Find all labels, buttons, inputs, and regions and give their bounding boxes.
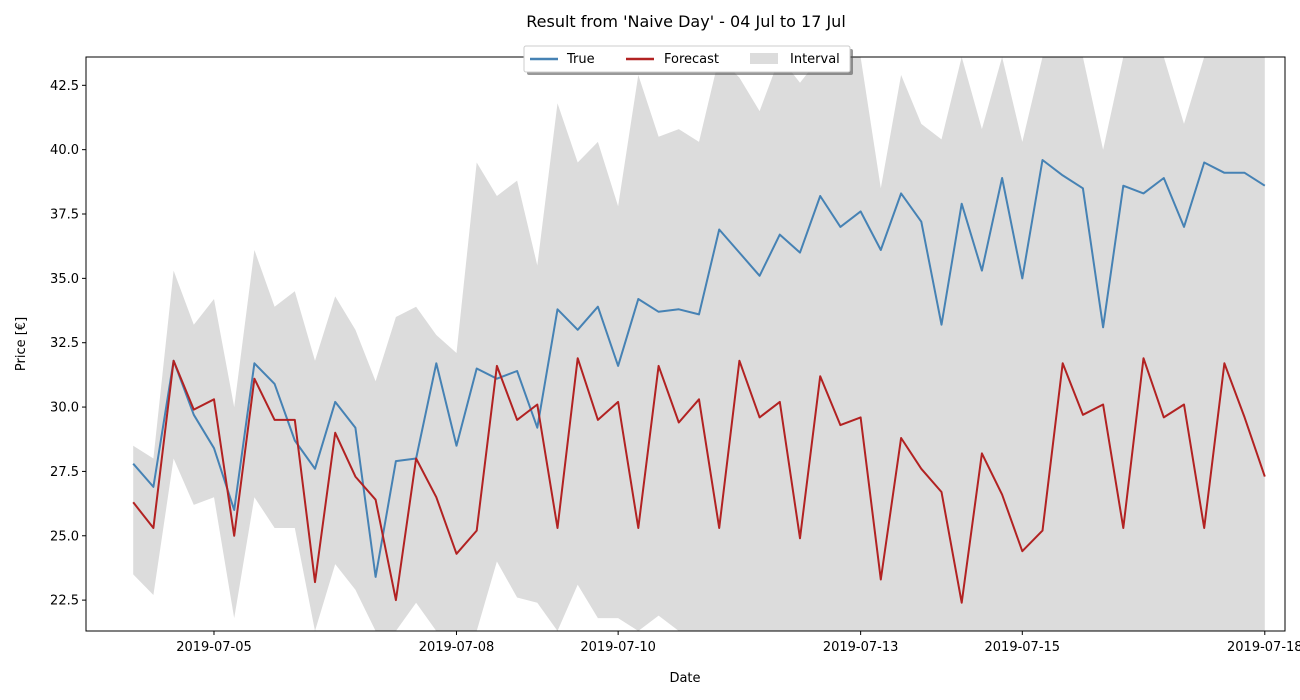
y-axis: 22.5 25.0 27.5 30.0 32.5 35.0 37.5 40.0 42.5 [50, 79, 86, 609]
y-tick-label: 22.5 [50, 594, 79, 609]
series-layer [132, 159, 1266, 604]
series-line-true [132, 159, 1266, 578]
interval-band [133, 57, 1265, 631]
legend-label-true: True [566, 52, 595, 67]
y-tick-label: 35.0 [50, 272, 79, 287]
chart-title: Result from 'Naive Day' - 04 Jul to 17 J… [526, 12, 846, 31]
interval-band-layer [133, 57, 1265, 631]
x-axis-label: Date [669, 671, 700, 686]
y-tick-label: 37.5 [50, 208, 79, 223]
x-axis: 2019-07-05 2019-07-08 2019-07-10 2019-07-13… [176, 631, 1300, 655]
y-tick-label: 30.0 [50, 401, 79, 416]
x-tick-label: 2019-07-13 [823, 640, 899, 655]
legend-box [523, 45, 851, 73]
legend: True Forecast Interval [523, 45, 853, 75]
y-axis-label: Price [€] [14, 317, 29, 371]
y-tick-label: 40.0 [50, 143, 79, 158]
legend-label-interval: Interval [790, 52, 840, 67]
y-tick-label: 27.5 [50, 465, 79, 480]
x-tick-label: 2019-07-10 [580, 640, 656, 655]
y-tick-label: 32.5 [50, 336, 79, 351]
x-tick-label: 2019-07-15 [985, 640, 1061, 655]
x-tick-label: 2019-07-18 [1227, 640, 1300, 655]
y-tick-label: 25.0 [50, 529, 79, 544]
series-line-forecast [132, 357, 1266, 604]
legend-swatch-interval [750, 53, 778, 64]
x-tick-label: 2019-07-08 [419, 640, 495, 655]
x-tick-label: 2019-07-05 [176, 640, 252, 655]
y-tick-label: 42.5 [50, 79, 79, 94]
legend-label-forecast: Forecast [664, 52, 719, 67]
